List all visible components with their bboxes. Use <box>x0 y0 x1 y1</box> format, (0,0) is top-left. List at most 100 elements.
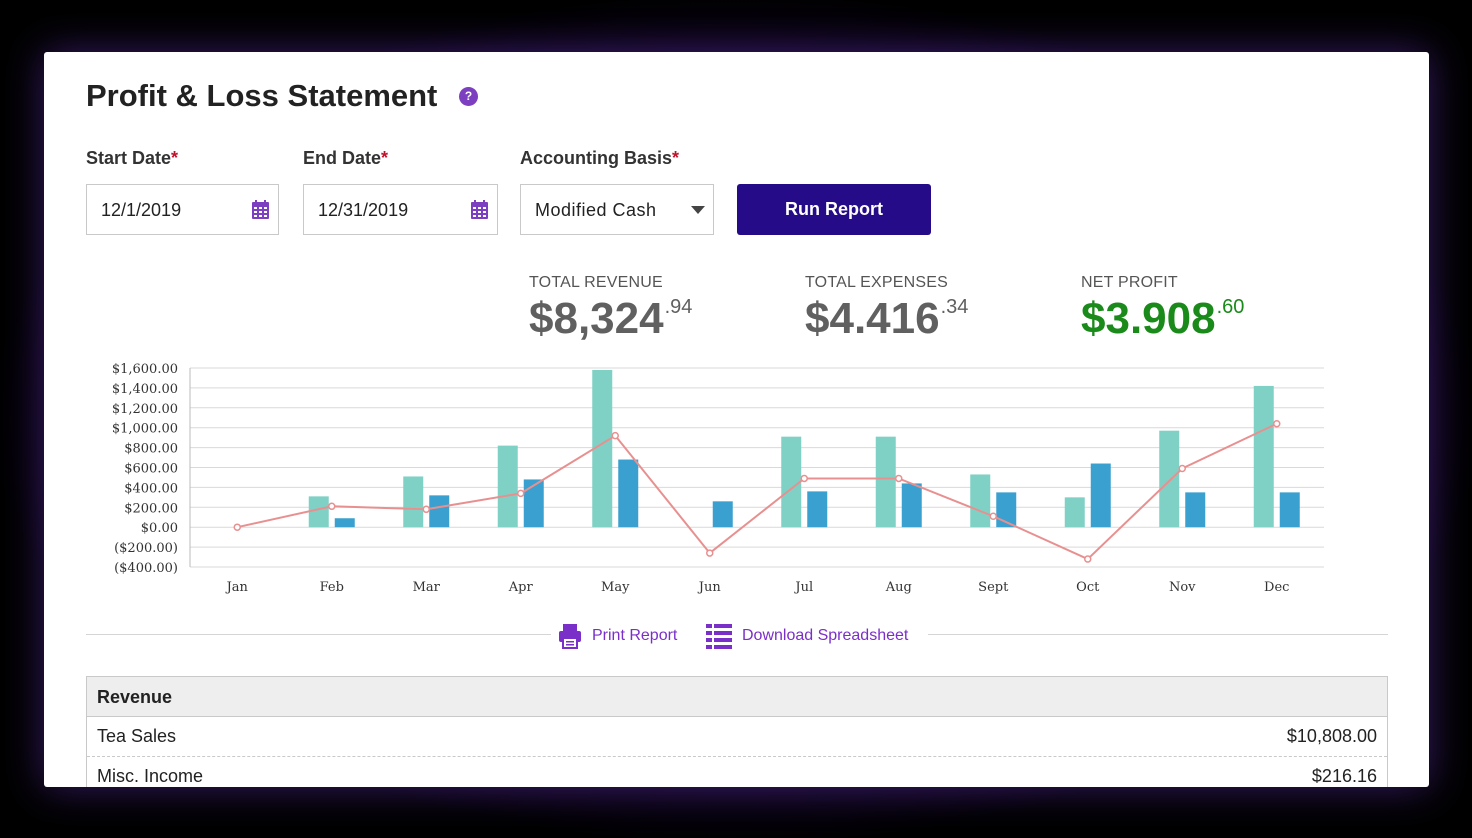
divider-right <box>928 634 1388 635</box>
spreadsheet-list-icon <box>706 624 732 649</box>
x-tick-label: May <box>601 580 630 595</box>
end-date-label-text: End Date <box>303 148 382 168</box>
calendar-icon[interactable] <box>471 200 488 219</box>
x-tick-label: Apr <box>508 580 534 595</box>
total-expenses-kpi: TOTAL EXPENSES $4.416.34 <box>805 274 968 344</box>
report-table: Revenue Tea Sales $10,808.00 Misc. Incom… <box>86 676 1388 787</box>
download-spreadsheet-link[interactable]: Download Spreadsheet <box>706 622 908 650</box>
accounting-basis-label: Accounting Basis* <box>520 148 679 169</box>
required-marker: * <box>381 148 389 168</box>
total-revenue-kpi: TOTAL REVENUE $8,324.94 <box>529 274 692 344</box>
row-name: Tea Sales <box>97 726 177 746</box>
print-report-label: Print Report <box>592 627 678 644</box>
total-revenue-main: $8,324 <box>529 294 664 343</box>
x-tick-label: Aug <box>885 580 912 595</box>
total-expenses-main: $4.416 <box>805 294 940 343</box>
y-tick-label: $0.00 <box>141 521 178 536</box>
table-row: Misc. Income $216.16 <box>87 757 1387 787</box>
x-tick-label: Jun <box>697 580 722 595</box>
net-profit-point <box>328 502 336 511</box>
start-date-label-text: Start Date <box>86 148 172 168</box>
y-tick-label: $1,400.00 <box>112 382 178 397</box>
net-profit-value: $3.908.60 <box>1081 294 1244 344</box>
net-profit-point <box>517 489 525 498</box>
revenue-bar <box>781 436 802 528</box>
net-profit-point <box>1084 555 1092 563</box>
page-title: Profit & Loss Statement <box>86 78 438 113</box>
printer-icon <box>559 624 581 649</box>
y-tick-label: ($200.00) <box>114 541 178 556</box>
total-expenses-value: $4.416.34 <box>805 294 968 344</box>
report-panel: Profit & Loss Statement ? Start Date* 12… <box>44 52 1429 787</box>
net-profit-kpi: NET PROFIT $3.908.60 <box>1081 274 1244 344</box>
accounting-basis-label-text: Accounting Basis <box>520 148 673 168</box>
y-tick-label: $800.00 <box>124 442 178 457</box>
row-amount: $10,808.00 <box>1286 726 1377 746</box>
calendar-icon[interactable] <box>252 200 269 219</box>
row-amount: $216.16 <box>1311 766 1377 786</box>
print-report-link[interactable]: Print Report <box>558 622 677 650</box>
net-profit-cents: .60 <box>1216 296 1245 318</box>
expense-bar <box>1185 492 1206 528</box>
net-profit-point <box>233 523 241 531</box>
start-date-field[interactable]: 12/1/2019 <box>86 184 279 235</box>
net-profit-point <box>800 474 808 483</box>
expense-bar <box>901 483 922 528</box>
total-expenses-label: TOTAL EXPENSES <box>805 274 948 291</box>
divider-left <box>86 634 551 635</box>
table-row: Tea Sales $10,808.00 <box>87 717 1387 757</box>
y-tick-label: $600.00 <box>124 462 178 477</box>
help-icon[interactable]: ? <box>459 87 478 106</box>
accounting-basis-select[interactable]: Modified Cash <box>520 184 714 235</box>
net-profit-point <box>895 474 903 483</box>
revenue-bar <box>1159 430 1180 528</box>
net-profit-point <box>611 431 619 440</box>
y-tick-label: $200.00 <box>124 501 178 516</box>
revenue-bar <box>1253 385 1274 528</box>
x-tick-label: Oct <box>1076 580 1100 595</box>
net-profit-line <box>237 422 1278 561</box>
download-spreadsheet-label: Download Spreadsheet <box>742 627 909 644</box>
chevron-down-icon[interactable] <box>691 206 705 214</box>
expense-bar <box>429 495 450 528</box>
y-tick-label: $1,600.00 <box>112 362 178 377</box>
revenue-bar <box>970 474 991 528</box>
revenue-bar <box>1064 497 1085 528</box>
net-profit-point <box>1178 464 1186 473</box>
end-date-field[interactable]: 12/31/2019 <box>303 184 498 235</box>
expense-bar <box>523 479 544 528</box>
run-report-button[interactable]: Run Report <box>737 184 931 235</box>
x-tick-label: Feb <box>320 580 344 595</box>
x-tick-label: Dec <box>1264 580 1289 595</box>
x-tick-label: Nov <box>1169 580 1196 595</box>
revenue-bar <box>308 496 329 528</box>
revenue-bar <box>497 445 518 528</box>
expense-bar <box>618 459 639 528</box>
required-marker: * <box>171 148 179 168</box>
start-date-label: Start Date* <box>86 148 178 169</box>
net-profit-main: $3.908 <box>1081 294 1216 343</box>
revenue-bar <box>875 436 896 528</box>
accounting-basis-value: Modified Cash <box>535 200 657 220</box>
monthly-pnl-chart: $1,600.00 $1,400.00 $1,200.00 $1,000.00 $800… <box>112 362 1324 595</box>
revenue-bar <box>403 476 424 528</box>
x-tick-label: Mar <box>413 580 441 595</box>
x-tick-label: Jul <box>793 580 813 595</box>
net-profit-point <box>989 512 997 521</box>
expense-bar <box>712 501 733 528</box>
total-revenue-value: $8,324.94 <box>529 294 692 344</box>
expense-bar <box>807 491 828 528</box>
net-profit-point <box>422 505 430 514</box>
end-date-label: End Date* <box>303 148 388 169</box>
net-profit-point <box>706 549 714 557</box>
total-expenses-cents: .34 <box>940 296 969 318</box>
net-profit-point <box>1273 419 1281 428</box>
y-tick-label: $1,200.00 <box>112 402 178 417</box>
row-name: Misc. Income <box>97 766 204 786</box>
revenue-bar <box>592 369 613 528</box>
net-profit-label: NET PROFIT <box>1081 274 1178 291</box>
y-tick-label: $400.00 <box>124 481 178 496</box>
x-tick-label: Jan <box>225 580 249 595</box>
x-tick-label: Sept <box>978 580 1009 595</box>
required-marker: * <box>672 148 680 168</box>
